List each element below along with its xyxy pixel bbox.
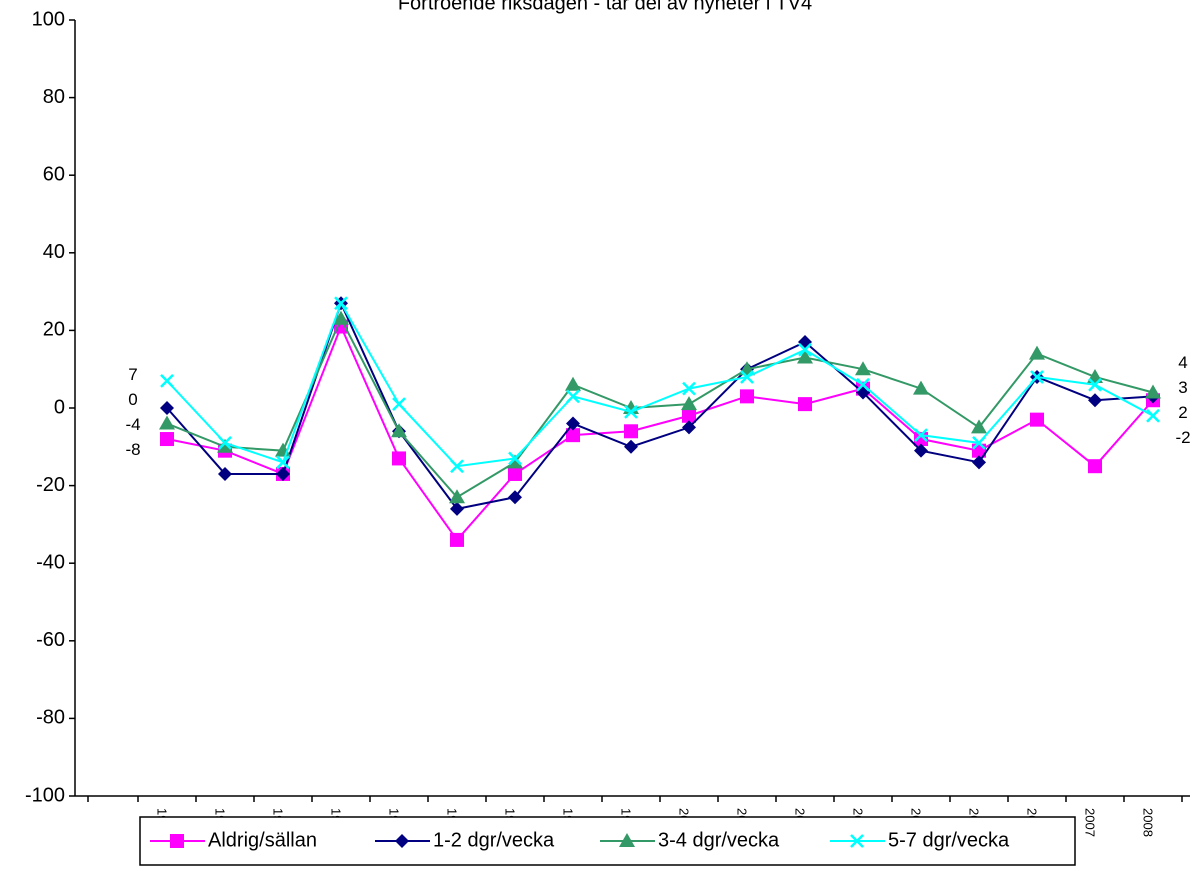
y-tick-label: -40 — [36, 551, 65, 573]
series — [160, 296, 1160, 474]
chart-title: Förtroende riksdagen - tar del av nyhete… — [398, 0, 812, 14]
marker — [276, 466, 290, 481]
marker — [218, 436, 232, 450]
legend-label: 3-4 dgr/vecka — [658, 829, 780, 851]
marker — [1029, 345, 1045, 360]
data-label: 4 — [1178, 353, 1187, 372]
marker — [1030, 412, 1044, 427]
y-tick-label: 100 — [32, 8, 65, 30]
marker — [392, 451, 406, 466]
marker — [508, 490, 522, 505]
marker — [740, 389, 754, 404]
legend-marker — [170, 834, 184, 848]
marker — [1088, 393, 1102, 408]
marker — [1088, 459, 1102, 474]
data-label: -2 — [1175, 428, 1190, 447]
legend-label: 1-2 dgr/vecka — [433, 829, 555, 851]
marker — [1088, 377, 1102, 392]
marker — [798, 342, 812, 357]
marker — [217, 438, 233, 453]
marker — [972, 436, 986, 450]
marker — [856, 377, 870, 392]
marker — [159, 415, 175, 430]
y-tick-label: -60 — [36, 629, 65, 651]
marker — [682, 420, 696, 435]
marker — [566, 389, 580, 404]
marker — [507, 454, 523, 469]
marker — [450, 501, 464, 516]
y-tick-label: -20 — [36, 474, 65, 496]
marker — [914, 428, 928, 443]
marker — [682, 408, 696, 423]
marker — [798, 397, 812, 412]
marker — [681, 396, 697, 411]
marker — [508, 466, 522, 481]
legend-label: Aldrig/sällan — [208, 829, 317, 851]
marker — [797, 349, 813, 364]
data-label: 3 — [1178, 378, 1187, 397]
y-tick-label: 20 — [43, 319, 65, 341]
x-tick-label: 2008 — [1141, 808, 1156, 837]
marker — [450, 459, 464, 474]
data-label: -4 — [125, 415, 140, 434]
legend-marker — [850, 834, 864, 848]
marker — [333, 310, 349, 325]
marker — [682, 381, 696, 396]
marker — [1145, 384, 1161, 399]
marker — [740, 370, 754, 384]
marker — [624, 439, 638, 454]
marker — [160, 373, 174, 388]
data-label: 7 — [128, 365, 137, 384]
marker — [391, 423, 407, 438]
marker — [450, 532, 464, 547]
line — [166, 300, 1154, 468]
legend-marker — [395, 834, 409, 848]
marker — [972, 455, 986, 470]
marker — [914, 443, 928, 458]
legend-label: 5-7 dgr/vecka — [888, 829, 1010, 851]
y-tick-label: -100 — [25, 784, 65, 806]
legend: Aldrig/sällan 1-2 dgr/vecka 3-4 dgr/vecka 5… — [139, 816, 1076, 866]
marker — [624, 404, 638, 419]
marker — [508, 451, 522, 466]
legend-marker — [619, 833, 635, 847]
line — [166, 316, 1154, 499]
marker — [913, 380, 929, 395]
y-tick-label: -80 — [36, 707, 65, 729]
y-tick-label: 40 — [43, 241, 65, 263]
marker — [276, 455, 290, 470]
marker — [1146, 408, 1160, 423]
marker — [160, 432, 174, 447]
y-tick-label: 80 — [43, 86, 65, 108]
x-tick-label: 2007 — [1083, 808, 1098, 837]
data-label: 2 — [1178, 403, 1187, 422]
marker — [565, 376, 581, 391]
line — [166, 323, 1154, 542]
marker — [160, 401, 174, 415]
data-label: -8 — [125, 440, 140, 459]
marker — [449, 489, 465, 504]
marker — [1030, 370, 1044, 384]
marker — [566, 428, 580, 443]
marker — [392, 397, 406, 412]
marker — [971, 419, 987, 434]
data-label: 0 — [128, 390, 137, 409]
series — [160, 319, 1160, 547]
y-tick-label: 60 — [43, 163, 65, 185]
marker — [624, 424, 638, 439]
marker — [855, 361, 871, 376]
marker — [566, 416, 580, 431]
marker — [218, 466, 232, 481]
y-tick-label: 0 — [54, 396, 65, 418]
marker — [334, 296, 348, 311]
